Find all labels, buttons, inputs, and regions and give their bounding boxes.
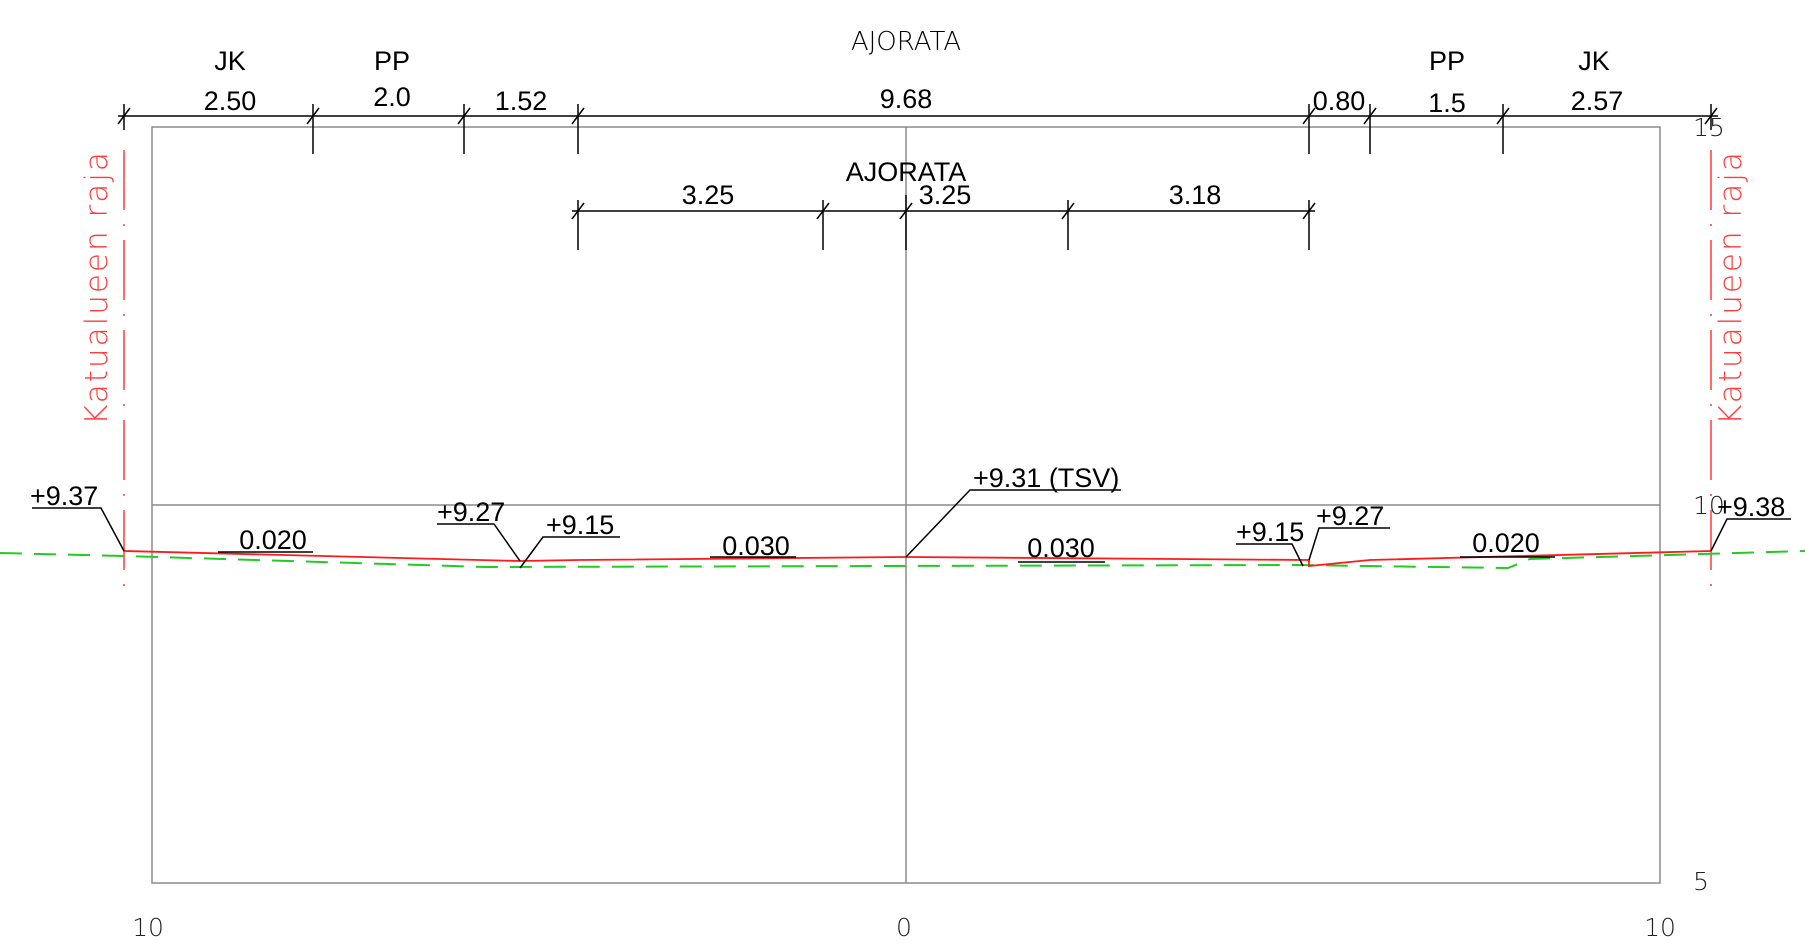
top-dimension-values: 2.50 2.0 1.52 9.68 0.80 1.5 2.57 xyxy=(204,82,1624,118)
lane-dimension-title: AJORATA xyxy=(846,157,967,187)
slash xyxy=(1302,107,1316,125)
leader xyxy=(519,536,620,569)
slope-labels: 0.020 0.030 0.030 0.020 xyxy=(239,525,1540,563)
y-scale-5: 5 xyxy=(1693,867,1709,896)
lane-dimension-value: 3.25 xyxy=(682,180,735,210)
y-scale-15: 15 xyxy=(1693,113,1725,142)
slash xyxy=(571,202,585,220)
slash xyxy=(899,202,913,220)
slash xyxy=(571,107,585,125)
leader xyxy=(1308,527,1390,561)
lane-dimension-chain xyxy=(571,195,1316,250)
section-frame xyxy=(151,126,1661,884)
elevation-label: +9.37 xyxy=(30,481,98,511)
dimension-value: 2.0 xyxy=(373,82,411,112)
elevation-label: +9.27 xyxy=(1316,501,1384,531)
elevation-label: +9.38 xyxy=(1717,492,1785,522)
y-scale-10: 10 xyxy=(1693,491,1725,520)
horizontal-scale: 10 0 10 xyxy=(132,913,1676,942)
elevation-label: +9.27 xyxy=(437,497,505,527)
dimension-value: 1.52 xyxy=(495,86,548,116)
x-scale-right: 10 xyxy=(1644,913,1676,942)
top-dimension-chain xyxy=(117,104,1718,154)
section-label-jk-right: JK xyxy=(1578,46,1610,76)
leader xyxy=(32,507,125,552)
drawing-title: AJORATA xyxy=(851,27,961,57)
slash xyxy=(1496,107,1510,125)
slope-label: 0.030 xyxy=(722,531,790,561)
section-label-jk-left: JK xyxy=(214,46,246,76)
slash xyxy=(816,202,830,220)
top-section-labels: JK PP PP JK xyxy=(214,46,1610,76)
x-scale-left: 10 xyxy=(132,913,164,942)
existing-ground-line xyxy=(0,550,1805,570)
lane-dimension-value: 3.18 xyxy=(1169,180,1222,210)
top-dimension-slashes xyxy=(117,107,1718,125)
slash xyxy=(1363,107,1377,125)
slash xyxy=(457,107,471,125)
x-scale-center: 0 xyxy=(896,913,912,942)
elevation-label: +9.15 xyxy=(546,510,614,540)
leader xyxy=(437,523,521,562)
boundary-label-left: Katualueen raja xyxy=(79,150,115,425)
slope-label: 0.020 xyxy=(1472,528,1540,558)
elevation-label: +9.31 (TSV) xyxy=(973,463,1119,493)
slash xyxy=(1704,107,1718,125)
slash xyxy=(117,107,131,125)
dimension-value: 2.57 xyxy=(1571,86,1624,116)
elevation-label: +9.15 xyxy=(1236,517,1304,547)
dimension-value: 0.80 xyxy=(1313,86,1366,116)
leader xyxy=(1236,543,1304,567)
section-label-pp-left: PP xyxy=(374,46,410,76)
boundary-label-right: Katualueen raja xyxy=(1713,150,1749,425)
elevation-labels: +9.37 +9.27 +9.15 +9.31 (TSV) +9.15 +9.2… xyxy=(30,463,1785,547)
section-label-pp-right: PP xyxy=(1429,46,1465,76)
lane-dimension-value: 3.25 xyxy=(919,180,972,210)
leader xyxy=(1710,518,1791,552)
slope-underlines xyxy=(218,551,1555,563)
slope-label: 0.020 xyxy=(239,525,307,555)
slash xyxy=(1061,202,1075,220)
dimension-value: 2.50 xyxy=(204,86,257,116)
design-profile-line xyxy=(123,550,1712,567)
slash xyxy=(306,107,320,125)
elevation-leaders xyxy=(32,489,1791,569)
leader xyxy=(905,489,1121,558)
dimension-value: 9.68 xyxy=(880,84,933,114)
dimension-value: 1.5 xyxy=(1428,88,1466,118)
slope-label: 0.030 xyxy=(1027,533,1095,563)
slash xyxy=(1302,202,1316,220)
boundary-lines xyxy=(123,150,1712,600)
